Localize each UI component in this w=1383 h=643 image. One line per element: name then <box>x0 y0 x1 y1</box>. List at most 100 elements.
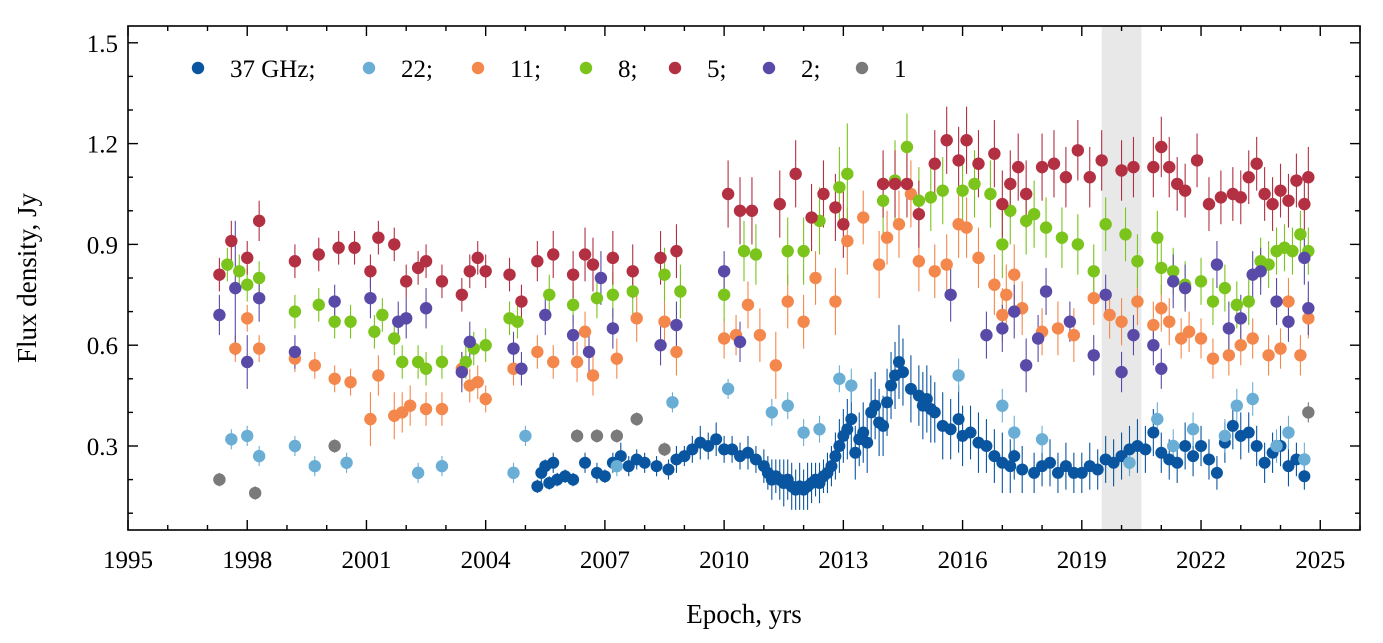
data-point <box>1008 268 1021 281</box>
data-point <box>1063 315 1077 328</box>
data-point <box>900 177 914 191</box>
data-point <box>1087 349 1100 362</box>
data-point <box>1008 450 1021 463</box>
data-point <box>944 423 957 436</box>
data-point <box>1155 302 1168 315</box>
data-point <box>312 248 325 261</box>
data-point <box>892 218 906 231</box>
data-point <box>1147 160 1160 174</box>
data-point <box>988 278 1001 291</box>
legend-label: 2; <box>801 56 820 83</box>
data-point <box>396 355 409 369</box>
data-point <box>841 167 854 181</box>
data-point <box>904 382 917 395</box>
data-point <box>650 460 663 473</box>
data-point <box>531 255 544 268</box>
data-point <box>399 312 413 325</box>
data-point <box>332 241 345 254</box>
data-point <box>857 211 870 224</box>
data-point <box>1151 412 1164 426</box>
data-point <box>308 459 321 473</box>
data-point <box>1039 221 1053 234</box>
data-point <box>988 450 1001 463</box>
data-point <box>344 375 357 389</box>
data-point <box>435 459 449 473</box>
data-point <box>590 291 604 305</box>
data-point <box>841 423 854 436</box>
data-point <box>348 241 361 254</box>
data-point <box>1246 392 1259 406</box>
data-point <box>1004 177 1017 191</box>
data-point <box>1019 359 1033 372</box>
data-point <box>968 177 981 191</box>
data-point <box>638 456 651 469</box>
data-point <box>221 258 234 271</box>
data-point <box>956 184 969 197</box>
data-point <box>1087 291 1100 305</box>
data-point <box>455 365 469 379</box>
data-point <box>630 412 643 426</box>
data-point <box>582 345 596 359</box>
data-point <box>960 134 973 147</box>
data-point <box>586 258 600 271</box>
data-point <box>578 325 592 338</box>
data-point <box>920 392 933 405</box>
data-point <box>511 315 524 328</box>
data-point <box>368 325 381 338</box>
x-tick-label: 1998 <box>222 547 272 574</box>
data-point <box>658 443 671 456</box>
data-point <box>1282 315 1295 328</box>
axis-ticks <box>127 26 1361 530</box>
data-point <box>845 413 858 426</box>
data-point <box>590 429 604 443</box>
data-point <box>248 486 262 500</box>
data-point <box>547 355 560 369</box>
data-point <box>1019 187 1033 201</box>
data-point <box>1004 460 1017 473</box>
data-point <box>312 298 325 312</box>
data-point <box>1127 160 1140 174</box>
data-point <box>578 248 592 261</box>
data-point <box>876 194 890 207</box>
data-point <box>658 315 671 328</box>
data-point <box>710 433 723 446</box>
data-point <box>877 419 890 432</box>
data-point <box>479 339 492 352</box>
data-point <box>781 244 794 258</box>
data-point <box>833 372 846 385</box>
data-point <box>288 439 302 453</box>
data-point <box>928 406 941 419</box>
data-point <box>213 308 226 322</box>
data-point <box>749 248 763 261</box>
data-point <box>1075 466 1088 479</box>
data-point <box>1051 466 1064 479</box>
data-point <box>455 288 469 301</box>
data-point <box>666 396 679 409</box>
data-point <box>1115 315 1128 328</box>
data-point <box>1031 332 1045 345</box>
data-point <box>479 392 492 406</box>
data-point <box>1087 265 1100 278</box>
data-point <box>745 204 759 217</box>
data-point <box>885 379 898 392</box>
data-point <box>654 339 667 352</box>
y-tick-label: 1.2 <box>87 132 118 159</box>
y-tick-label: 0.9 <box>87 232 118 259</box>
data-point <box>825 460 838 473</box>
data-point <box>1083 171 1096 184</box>
data-point <box>817 187 830 201</box>
data-point <box>614 450 627 463</box>
data-point <box>1282 460 1295 473</box>
data-point <box>1270 295 1283 308</box>
data-point <box>1282 194 1295 207</box>
data-point <box>1139 443 1152 456</box>
data-point <box>717 332 731 345</box>
data-point <box>980 328 993 342</box>
legend-label: 1 <box>894 56 907 83</box>
data-point <box>1202 197 1216 211</box>
data-point <box>1067 328 1081 342</box>
data-point <box>869 399 882 412</box>
data-point <box>1195 440 1208 452</box>
data-point <box>737 244 751 258</box>
data-point <box>288 255 302 268</box>
